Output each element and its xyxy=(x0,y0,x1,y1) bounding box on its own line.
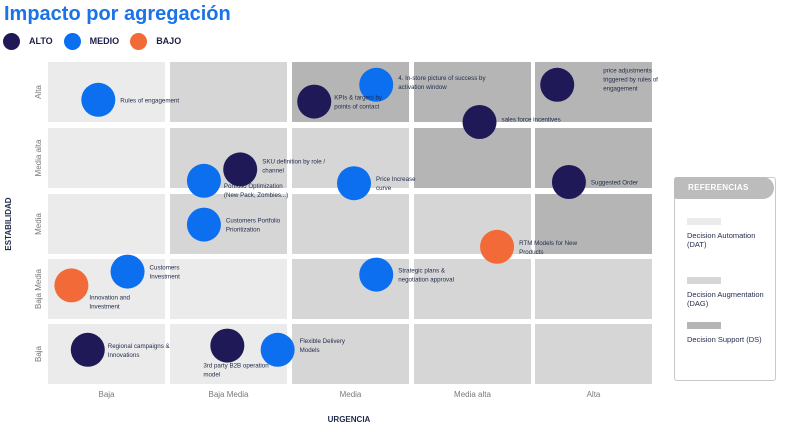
data-point-label: Price Increase curve xyxy=(376,176,416,192)
x-tick-label: Alta xyxy=(587,390,601,399)
page-title: Impacto por agregación xyxy=(4,3,231,25)
data-point xyxy=(54,268,89,303)
data-point xyxy=(223,152,258,187)
grid-cell xyxy=(48,128,165,188)
legend-label-alto: ALTO xyxy=(29,36,53,46)
legend-dot-alto xyxy=(3,32,20,50)
y-tick-label: Alta xyxy=(34,85,43,99)
data-point-label: 4. In-store picture of success by activat… xyxy=(398,75,486,91)
x-tick-label: Baja xyxy=(98,390,115,399)
grid-cell xyxy=(292,194,409,254)
data-point-label: Portfolio Optimization (New Pack, Zombies… xyxy=(224,183,288,199)
x-tick-label: Media alta xyxy=(454,390,491,399)
grid-cell xyxy=(170,259,287,319)
data-point xyxy=(210,328,245,363)
data-point xyxy=(81,82,116,117)
data-point-label: Customers Portfolio Prioritization xyxy=(226,218,281,234)
data-point-label: SKU definition by role / channel xyxy=(262,158,325,174)
legend-dot-bajo xyxy=(130,32,148,50)
y-axis-title: ESTABILIDAD xyxy=(4,197,13,250)
legend-label-bajo: BAJO xyxy=(156,36,182,46)
references-panel: REFERENCIAS Decision Automation (DAT) De… xyxy=(674,177,776,381)
reference-item-dat: Decision Automation (DAT) xyxy=(687,218,773,249)
reference-label-ds: Decision Support (DS) xyxy=(687,335,762,344)
legend-item-bajo: BAJO xyxy=(130,32,182,50)
reference-label-dat: Decision Automation (DAT) xyxy=(687,231,756,249)
data-point-label: Innovation and Investment xyxy=(89,294,130,310)
y-tick-label: Media xyxy=(34,213,43,235)
legend-item-medio: MEDIO xyxy=(63,32,120,50)
data-point-label: Rules of engagement xyxy=(120,97,179,104)
reference-swatch-dat xyxy=(687,218,721,225)
data-point xyxy=(540,67,575,102)
references-header: REFERENCIAS xyxy=(674,177,774,199)
data-point-label: Suggested Order xyxy=(591,180,638,187)
grid-cell xyxy=(48,324,165,384)
data-point xyxy=(480,229,515,264)
reference-item-dag: Decision Augmentation (DAG) xyxy=(687,277,773,308)
data-point-label: Customers Investment xyxy=(150,265,181,281)
grid-cell xyxy=(292,324,409,384)
grid-cell xyxy=(535,324,652,384)
reference-swatch-ds xyxy=(687,322,721,329)
data-point xyxy=(462,105,497,139)
data-point xyxy=(70,332,105,367)
data-point xyxy=(337,166,372,201)
data-point xyxy=(297,84,332,119)
reference-swatch-dag xyxy=(687,277,721,284)
data-point-label: KPIs & targets by points of contact xyxy=(334,95,383,111)
data-point xyxy=(359,257,394,292)
reference-label-dag: Decision Augmentation (DAG) xyxy=(687,290,764,308)
legend-item-alto: ALTO xyxy=(3,32,53,50)
data-point-label: Regional campaigns & Innovations xyxy=(108,343,171,359)
y-tick-label: Media alta xyxy=(34,139,43,176)
grid-cell xyxy=(535,194,652,254)
x-tick-label: Media xyxy=(340,390,362,399)
data-point-label: sales force incentives xyxy=(502,117,561,124)
grid-cell xyxy=(170,62,287,122)
grid-cell xyxy=(414,324,531,384)
y-tick-label: Baja xyxy=(34,345,43,362)
data-point-label: RTM Models for New Products xyxy=(519,240,578,256)
grid-cell xyxy=(414,259,531,319)
legend-label-medio: MEDIO xyxy=(89,36,120,46)
data-point-label: Flexible Delivery Models xyxy=(300,338,346,354)
data-point xyxy=(260,332,295,367)
data-point xyxy=(186,163,221,198)
x-tick-label: Baja Media xyxy=(208,390,249,399)
data-point xyxy=(186,207,221,242)
data-point xyxy=(110,254,145,289)
data-point-label: 3rd party B2B operation model xyxy=(203,363,269,379)
data-point-label: price adjustments triggered by rules of en… xyxy=(603,67,658,92)
reference-item-ds: Decision Support (DS) xyxy=(687,322,773,344)
grid-cell xyxy=(414,128,531,188)
y-tick-label: Baja Media xyxy=(34,268,43,309)
data-point xyxy=(359,67,394,102)
data-point xyxy=(551,165,586,199)
grid-cell xyxy=(48,194,165,254)
impact-legend: ALTO MEDIO BAJO xyxy=(3,32,192,50)
grid-cell xyxy=(535,259,652,319)
legend-dot-medio xyxy=(63,32,81,50)
x-axis-title: URGENCIA xyxy=(328,415,371,424)
data-point-label: Strategic plans & negotiation approval xyxy=(398,268,454,284)
